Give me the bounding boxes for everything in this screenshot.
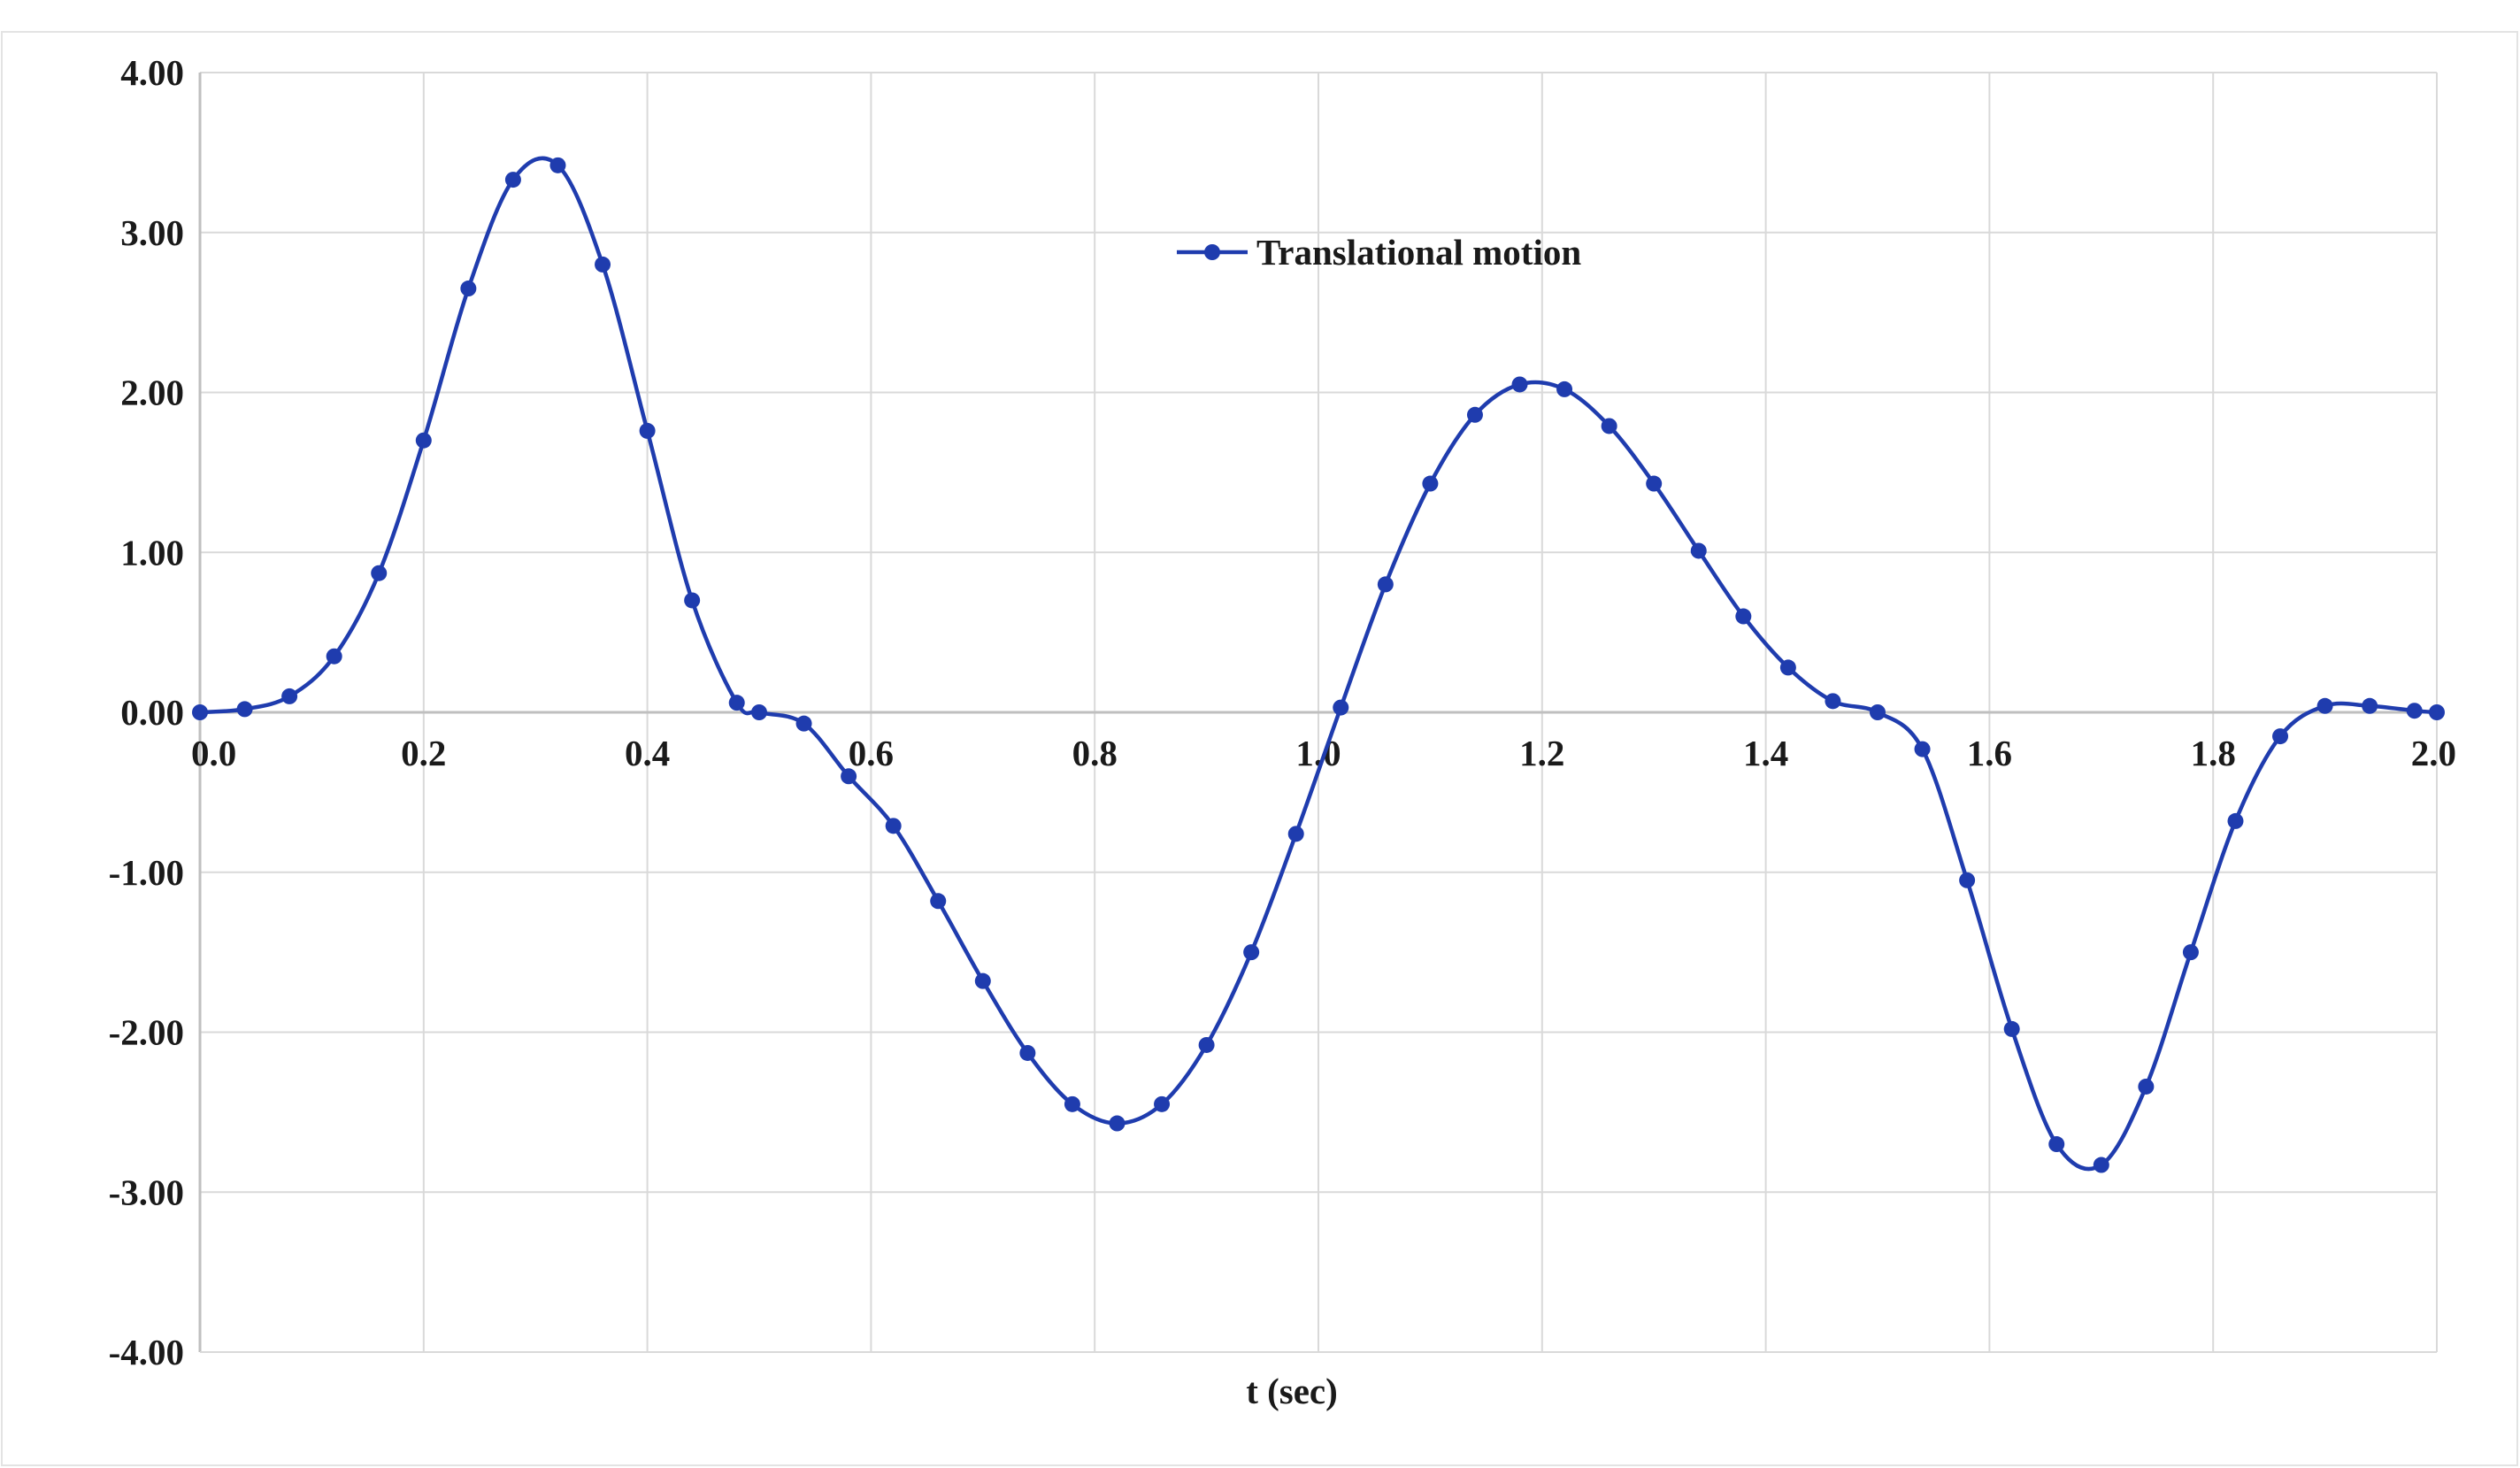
data-point [728,695,745,711]
data-point [281,688,298,704]
x-tick-label: 1.4 [1743,733,1788,773]
data-point [1243,944,1260,961]
data-point [1154,1095,1171,1112]
data-point [1109,1115,1126,1132]
y-tick-labels: 4.00 3.00 2.00 1.00 0.00 -1.00 -2.00 -3.00 -4.00 [109,52,184,1372]
data-point [974,972,991,989]
data-point [192,704,208,720]
data-point [1466,406,1483,423]
y-tick-label: -2.00 [109,1012,184,1053]
y-tick-label: 2.00 [120,373,184,413]
y-tick-label: 3.00 [120,212,184,253]
data-point [2093,1157,2109,1173]
data-point [415,432,432,449]
data-point [684,592,701,609]
data-point [1870,704,1886,720]
data-point [1377,576,1394,593]
y-tick-label: -1.00 [109,852,184,893]
data-point [1198,1036,1215,1053]
data-point [885,818,902,834]
y-tick-label: 0.00 [120,692,184,733]
data-point [2406,703,2423,719]
data-point [1287,826,1304,842]
x-tick-labels: 0.0 0.2 0.4 0.6 0.8 1.0 1.2 1.4 1.6 1.8 2.0 [191,733,2456,773]
data-point [1959,872,1976,888]
data-point [460,281,477,297]
data-point [1333,699,1349,716]
data-point [795,715,812,732]
x-tick-label: 0.8 [1072,733,1118,773]
data-point [371,565,388,581]
data-point [2048,1136,2065,1153]
x-tick-label: 1.6 [1967,733,2012,773]
x-tick-label: 0.0 [191,733,236,773]
data-point [595,256,611,273]
x-tick-label: 0.2 [401,733,446,773]
data-point [326,648,342,665]
data-point [1601,418,1617,434]
data-point [2316,697,2333,714]
series-layer [192,156,2445,1173]
data-point [639,422,656,439]
data-point [2429,704,2445,720]
data-point [1690,542,1707,559]
y-tick-label: -4.00 [109,1332,184,1372]
data-point [2227,812,2244,829]
y-tick-label: -3.00 [109,1172,184,1212]
series-line [197,156,2439,1172]
data-point [549,157,566,173]
y-tick-label: 1.00 [120,532,184,573]
legend-label: Translational motion [1256,232,1581,273]
y-tick-label: 4.00 [120,52,184,93]
x-tick-label: 1.2 [1519,733,1564,773]
data-point [2362,697,2378,714]
data-point [1914,741,1931,757]
x-tick-label: 1.8 [2191,733,2236,773]
data-point [2003,1020,2020,1037]
data-point [1064,1095,1080,1112]
legend-marker [1204,244,1220,260]
x-tick-label: 2.0 [2411,733,2456,773]
x-tick-label: 0.4 [625,733,670,773]
data-point [841,768,857,785]
x-tick-label: 0.6 [849,733,894,773]
data-point [2138,1078,2155,1095]
data-point [1646,475,1663,492]
data-point [751,704,767,720]
data-point [1511,376,1528,393]
data-point [930,893,947,910]
data-point [2272,728,2289,745]
legend: Translational motion [1177,232,1581,273]
x-axis-title: t (sec) [1246,1371,1338,1411]
data-point [1019,1044,1036,1061]
data-point [1422,475,1439,492]
data-point [1779,659,1796,676]
data-point [1735,608,1752,625]
data-point [2182,944,2199,961]
data-point [1825,693,1841,710]
data-point [236,701,253,718]
data-point [504,172,521,188]
figure-border [1,31,2518,1466]
data-point [1556,380,1573,397]
